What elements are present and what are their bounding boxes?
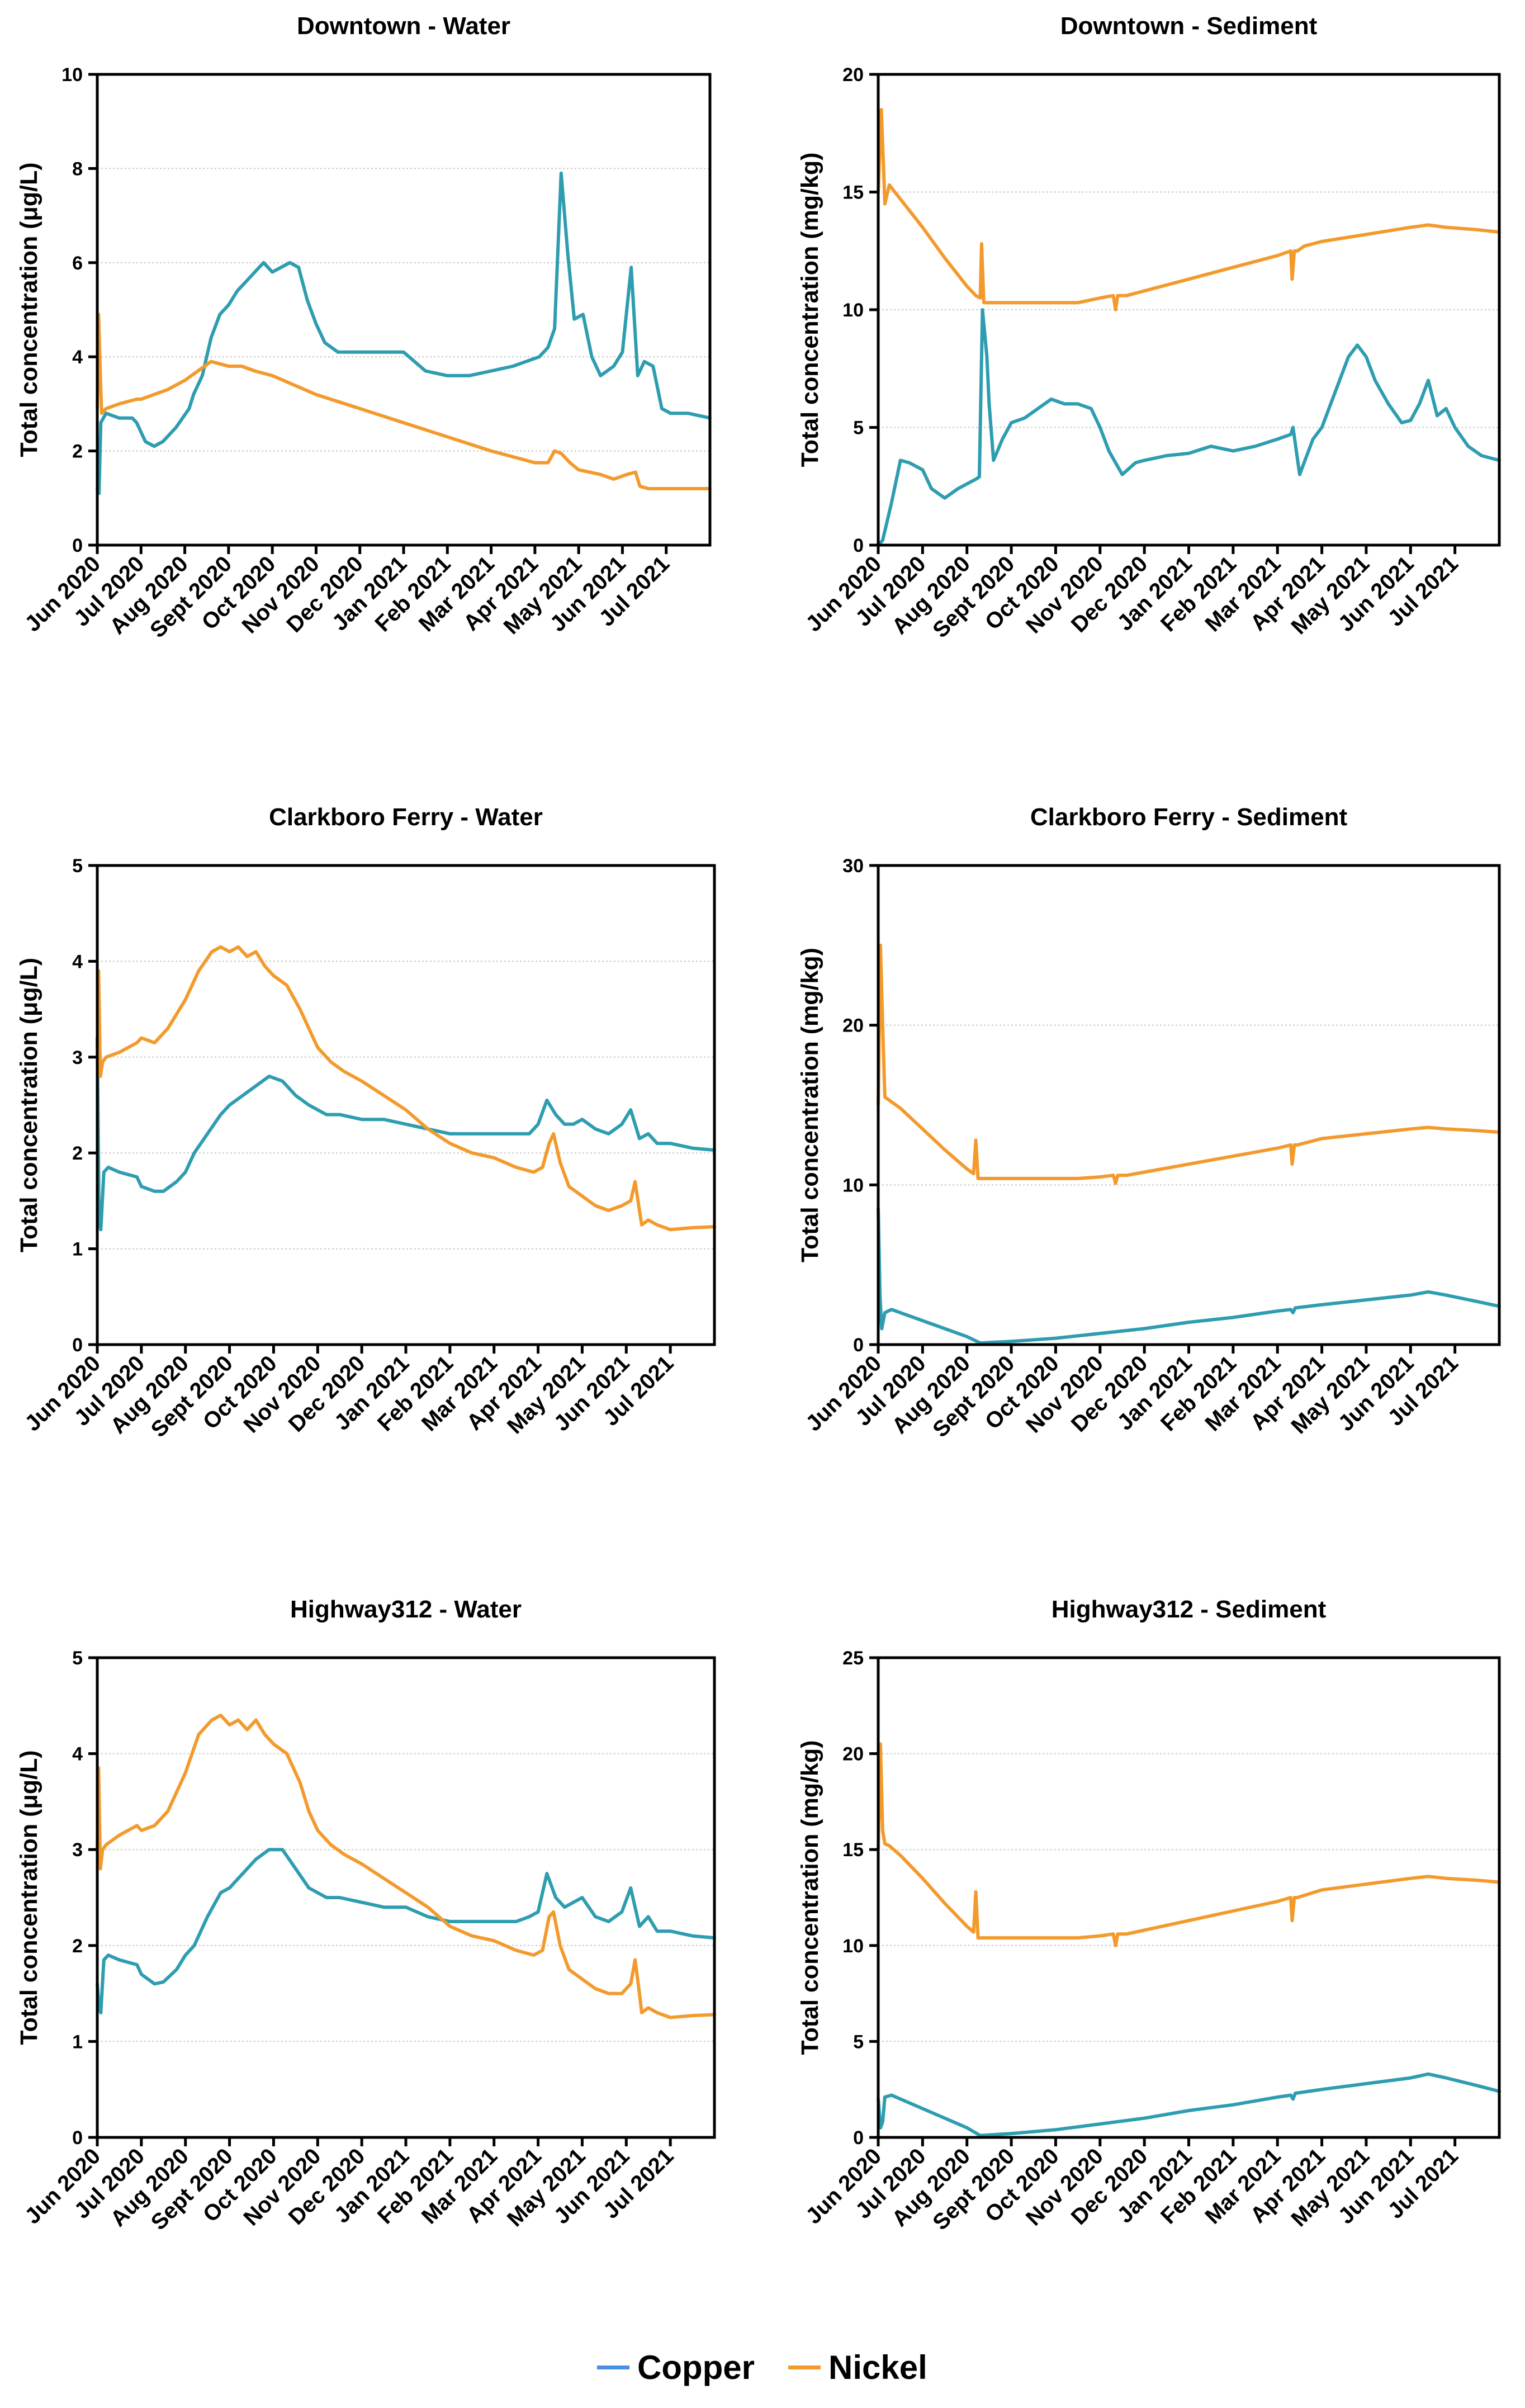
y-axis-label: Total concentration (μg/L) (16, 1750, 42, 2045)
legend-label-nickel: Nickel (828, 2349, 927, 2386)
y-axis-label: Total concentration (μg/L) (16, 958, 42, 1252)
plot-frame (877, 864, 1501, 1346)
y-tick-label: 0 (853, 1335, 864, 1356)
chart-title: Downtown - Sediment (1060, 12, 1318, 40)
series-line-nickel (96, 1714, 716, 2019)
y-tick-label: 15 (842, 1839, 864, 1861)
y-tick-label: 0 (853, 2127, 864, 2149)
chart-title: Highway312 - Water (290, 1596, 522, 1623)
y-tick-label: 8 (72, 158, 83, 179)
y-tick-label: 0 (853, 535, 864, 556)
plot-frame (96, 1656, 716, 2139)
y-tick-label: 10 (842, 300, 864, 321)
legend-label-copper: Copper (637, 2349, 755, 2386)
series-line-copper (96, 1036, 716, 1232)
chart-title: Downtown - Water (297, 12, 510, 40)
chart-downtown-sediment: Downtown - Sediment 0 5 10 15 20 Total concent… (797, 12, 1501, 642)
y-tick-label: 5 (72, 1648, 83, 1669)
y-tick-label: 20 (842, 1744, 864, 1765)
y-tick-label: 0 (72, 1335, 83, 1356)
y-tick-label: 10 (842, 1175, 864, 1196)
y-tick-label: 20 (842, 1015, 864, 1037)
y-tick-label: 0 (72, 535, 83, 556)
y-tick-label: 1 (72, 2031, 83, 2052)
series-line-copper (877, 2072, 1501, 2137)
series-line-nickel (96, 313, 712, 490)
chart-title: Clarkboro Ferry - Water (269, 803, 543, 831)
y-tick-label: 3 (72, 1839, 83, 1861)
chart-highway312-sediment: Highway312 - Sediment 0 5 10 15 20 25 Total con… (797, 1596, 1501, 2235)
series-line-nickel (877, 943, 1501, 1185)
series-line-copper (96, 1848, 716, 2014)
y-tick-label: 10 (842, 1936, 864, 1957)
chart-title: Clarkboro Ferry - Sediment (1030, 803, 1348, 831)
chart-title: Highway312 - Sediment (1052, 1596, 1327, 1623)
y-tick-label: 25 (842, 1648, 864, 1669)
series-line-nickel (877, 1742, 1501, 1947)
y-tick-label: 2 (72, 441, 83, 462)
y-tick-label: 20 (842, 64, 864, 86)
y-axis-label: Total concentration (mg/kg) (797, 1740, 823, 2055)
y-tick-label: 5 (72, 855, 83, 877)
legend: Copper Nickel (0, 2343, 1525, 2398)
series-line-nickel (96, 945, 716, 1232)
legend-item-copper: Copper (597, 2348, 755, 2387)
series-line-copper (877, 308, 1501, 547)
chart-clarkboro-ferry-sediment: Clarkboro Ferry - Sediment 0 10 20 30 Total c… (797, 803, 1501, 1442)
series-line-nickel (877, 108, 1501, 311)
plot-frame (96, 73, 712, 547)
y-tick-label: 6 (72, 253, 83, 274)
y-tick-label: 5 (853, 2031, 864, 2052)
y-axis-label: Total concentration (μg/L) (16, 162, 42, 457)
legend-swatch-copper (597, 2366, 629, 2369)
y-tick-label: 30 (842, 855, 864, 877)
y-axis-label: Total concentration (mg/kg) (797, 948, 823, 1262)
y-tick-label: 5 (853, 418, 864, 439)
plot-frame (96, 864, 716, 1346)
legend-item-nickel: Nickel (788, 2348, 927, 2387)
plot-frame (877, 1656, 1501, 2139)
chart-clarkboro-ferry-water: Clarkboro Ferry - Water 0 1 2 3 4 5 Total conce… (16, 803, 716, 1442)
chart-downtown-water: Downtown - Water 0 2 4 6 8 10 Total concentrati… (16, 12, 712, 642)
y-tick-label: 2 (72, 1936, 83, 1957)
y-tick-label: 3 (72, 1047, 83, 1068)
y-tick-label: 0 (72, 2127, 83, 2149)
legend-swatch-nickel (788, 2366, 821, 2369)
y-tick-label: 15 (842, 182, 864, 204)
y-tick-label: 1 (72, 1239, 83, 1260)
y-tick-label: 4 (72, 1744, 83, 1765)
y-tick-label: 4 (72, 951, 83, 972)
series-line-copper (877, 1207, 1501, 1345)
y-tick-label: 10 (61, 64, 83, 86)
y-tick-label: 4 (72, 347, 83, 368)
y-tick-label: 2 (72, 1143, 83, 1164)
chart-highway312-water: Highway312 - Water 0 1 2 3 4 5 Total concentrat… (16, 1596, 716, 2235)
series-line-copper (96, 171, 712, 495)
y-axis-label: Total concentration (mg/kg) (797, 153, 823, 467)
